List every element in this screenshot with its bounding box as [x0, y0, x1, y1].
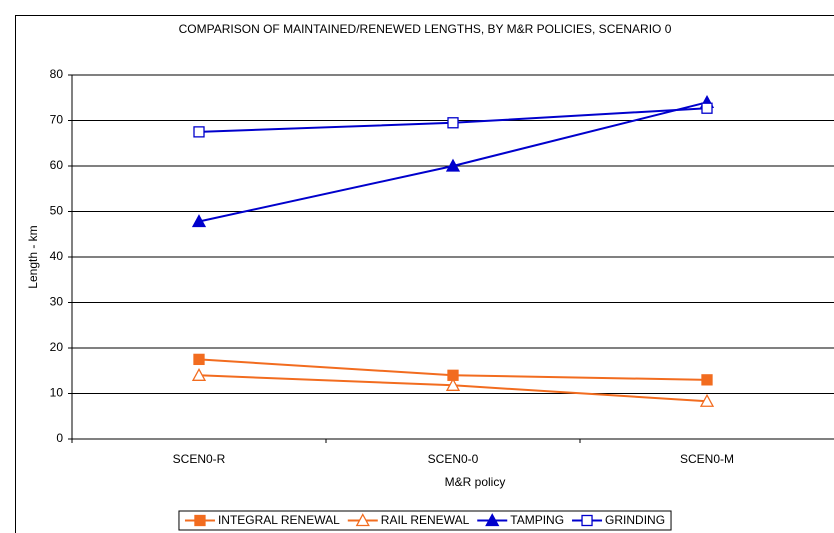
- marker: [447, 117, 459, 129]
- y-axis-label: Length - km: [26, 225, 40, 288]
- y-tick-label: 0: [56, 431, 63, 445]
- marker: [581, 514, 593, 527]
- chart-border: [15, 15, 834, 533]
- y-tick-label: 30: [50, 295, 64, 309]
- marker: [445, 377, 461, 391]
- marker: [355, 513, 370, 527]
- legend-label: INTEGRAL RENEWAL: [218, 513, 340, 527]
- marker: [485, 513, 500, 527]
- marker: [193, 353, 205, 366]
- y-tick-label: 40: [50, 249, 64, 263]
- y-tick-label: 80: [50, 67, 64, 81]
- marker: [699, 393, 715, 407]
- marker: [191, 214, 207, 228]
- x-tick-label: SCEN0-M: [680, 452, 734, 466]
- y-tick-label: 70: [50, 113, 64, 127]
- x-tick-label: SCEN0-0: [428, 452, 479, 466]
- x-tick-label: SCEN0-R: [173, 452, 226, 466]
- y-tick-label: 50: [50, 204, 64, 218]
- y-tick-label: 60: [50, 158, 64, 172]
- legend-label: GRINDING: [605, 513, 665, 527]
- y-tick-label: 20: [50, 340, 64, 354]
- marker: [194, 514, 206, 527]
- chart-title: COMPARISON OF MAINTAINED/RENEWED LENGTHS…: [179, 22, 672, 36]
- legend: INTEGRAL RENEWAL RAIL RENEWAL TAMPING GRIND…: [178, 510, 672, 531]
- y-tick-label: 10: [50, 386, 64, 400]
- marker: [193, 126, 205, 138]
- legend-label: RAIL RENEWAL: [381, 513, 470, 527]
- marker: [191, 367, 207, 381]
- legend-box: [178, 510, 672, 531]
- legend-label: TAMPING: [510, 513, 564, 527]
- x-axis-label: M&R policy: [445, 475, 506, 489]
- marker: [701, 102, 713, 114]
- marker: [701, 374, 713, 386]
- marker: [445, 158, 461, 172]
